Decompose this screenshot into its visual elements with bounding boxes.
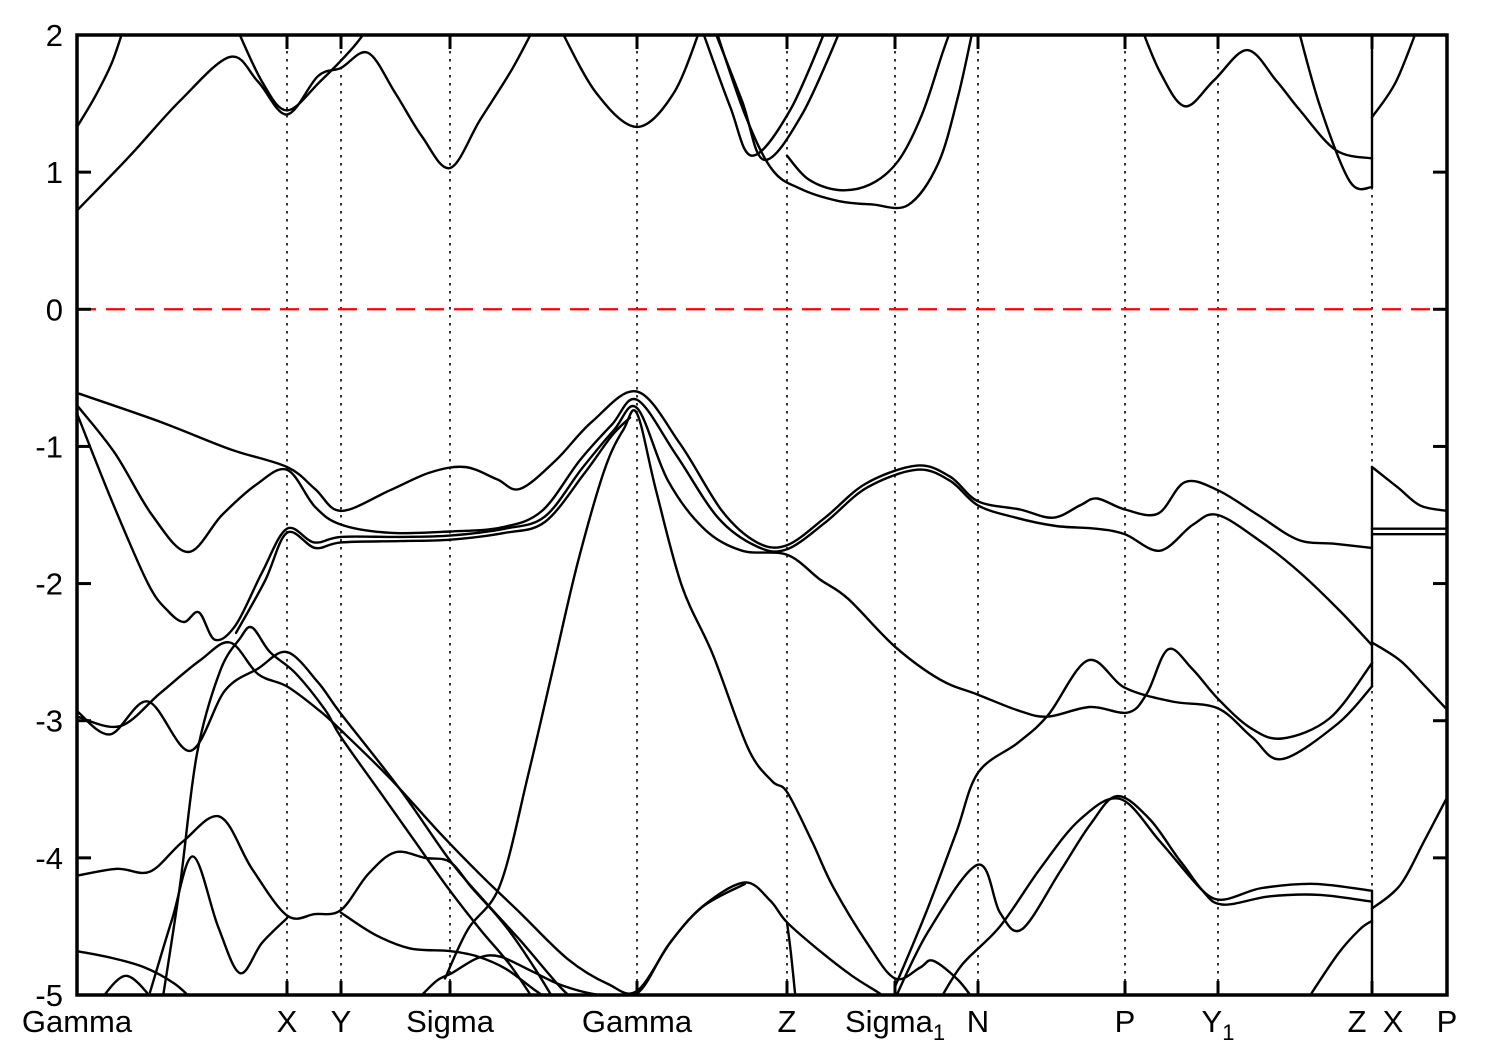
- band-curve-cond-p-y1: [1142, 35, 1374, 160]
- y-axis-label: -4: [35, 841, 63, 876]
- band-curve-val-gamma2-steep: [443, 409, 972, 995]
- x-axis-kpoint-label: P: [1115, 1004, 1136, 1039]
- band-curve-cond-z-hook: [785, 35, 951, 192]
- x-axis-kpoint-label: Z: [778, 1004, 797, 1039]
- band-curve-val-z-drop: [785, 921, 797, 995]
- x-axis-kpoint-label: Gamma: [582, 1004, 693, 1039]
- y-axis-label: -5: [35, 978, 63, 1013]
- band-curve-val-top-mid: [77, 397, 1374, 647]
- band-curve-val-sigma-gamma2-bottom: [420, 882, 747, 995]
- x-axis-kpoint-label: Gamma: [22, 1004, 133, 1039]
- band-curve-cond-z-broad-u: [716, 35, 973, 210]
- band-curve-val-flat-pair-a: [77, 404, 1374, 740]
- band-curve-val-left-low-1: [77, 814, 553, 995]
- band-curve-cond-right-seg: [1370, 35, 1417, 119]
- y-axis-label: -1: [35, 429, 63, 464]
- band-curve-val-top-gentle: [77, 390, 1374, 550]
- band-curve-val-p-arch-2: [941, 797, 1374, 995]
- x-axis-kpoint-label: Sigma: [406, 1004, 495, 1039]
- y-axis-label: 2: [46, 18, 63, 53]
- band-curve-val-left-low-2: [77, 949, 190, 995]
- x-axis-kpoint-label: X: [277, 1004, 298, 1039]
- x-axis-kpoint-label: P: [1437, 1004, 1458, 1039]
- band-curve-val-right-3: [1370, 796, 1447, 910]
- band-curve-val-p-arch-1: [895, 794, 1374, 995]
- band-curve-val-n-riser-u: [893, 658, 1374, 988]
- band-curve-val-z2-riser: [1308, 919, 1374, 995]
- x-axis-kpoint-label: N: [967, 1004, 989, 1039]
- band-curve-val-left-triangle: [148, 855, 289, 994]
- band-curve-val-left-low-fork: [339, 911, 545, 995]
- band-curve-cond-main-left: [77, 35, 532, 212]
- band-curves-group: [77, 35, 1447, 995]
- band-curve-val-right-2: [1370, 641, 1447, 711]
- x-axis-kpoint-label: Sigma1: [845, 1004, 945, 1045]
- y-axis-label: -2: [35, 567, 63, 602]
- x-axis-kpoint-label: X: [1383, 1004, 1404, 1039]
- x-axis-kpoint-label: Y: [331, 1004, 352, 1039]
- y-axis-label: -3: [35, 704, 63, 739]
- band-curve-val-right-1: [1370, 465, 1447, 513]
- x-axis-kpoint-label: Y1: [1202, 1004, 1235, 1045]
- band-curve-val-steep-diagonal: [162, 625, 533, 995]
- band-curve-val-left-bump: [103, 974, 151, 995]
- plot-border: [75, 33, 1449, 997]
- band-curve-val-flat-pair-b: [234, 416, 632, 635]
- band-curve-cond-zx-dip: [1298, 35, 1374, 191]
- y-axis-label: 1: [46, 155, 63, 190]
- x-axis-kpoint-label: Z: [1348, 1004, 1367, 1039]
- band-curve-cond-gamma-steep: [77, 35, 123, 129]
- y-axis-label: 0: [46, 292, 63, 327]
- band-curve-cond-z-valley-1: [702, 35, 825, 157]
- band-curve-cond-main-left-companion: [238, 35, 365, 112]
- band-curve-cond-gamma2-valley: [562, 35, 700, 129]
